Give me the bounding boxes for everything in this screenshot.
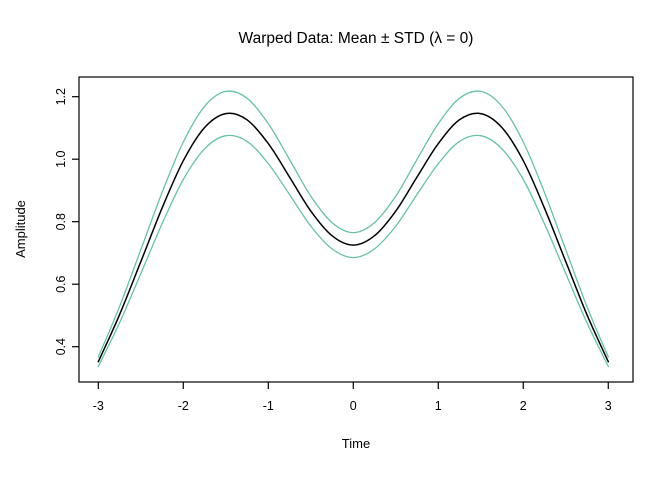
plot-frame	[78, 76, 634, 383]
x-tick-label: -3	[93, 399, 104, 413]
x-axis-label: Time	[341, 436, 371, 451]
x-tick-label: -2	[178, 399, 189, 413]
y-axis-label: Amplitude	[13, 200, 28, 258]
mean-curve	[97, 112, 610, 363]
x-tick-label: 1	[435, 399, 442, 413]
x-tick-label: 3	[605, 399, 612, 413]
mean_plus_std-curve	[97, 90, 609, 358]
y-tick-label: 0.8	[54, 213, 68, 230]
x-tick-label: 2	[520, 399, 527, 413]
x-tick-label: 0	[350, 399, 357, 413]
mean_minus_std-curve	[97, 134, 609, 368]
y-tick-label: 0.6	[54, 275, 68, 292]
chart-title: Warped Data: Mean ± STD (λ = 0)	[238, 30, 474, 47]
y-tick-label: 1.2	[54, 88, 68, 105]
x-tick-label: -1	[263, 399, 274, 413]
y-tick-label: 0.4	[54, 338, 68, 355]
y-tick-label: 1.0	[54, 150, 68, 167]
